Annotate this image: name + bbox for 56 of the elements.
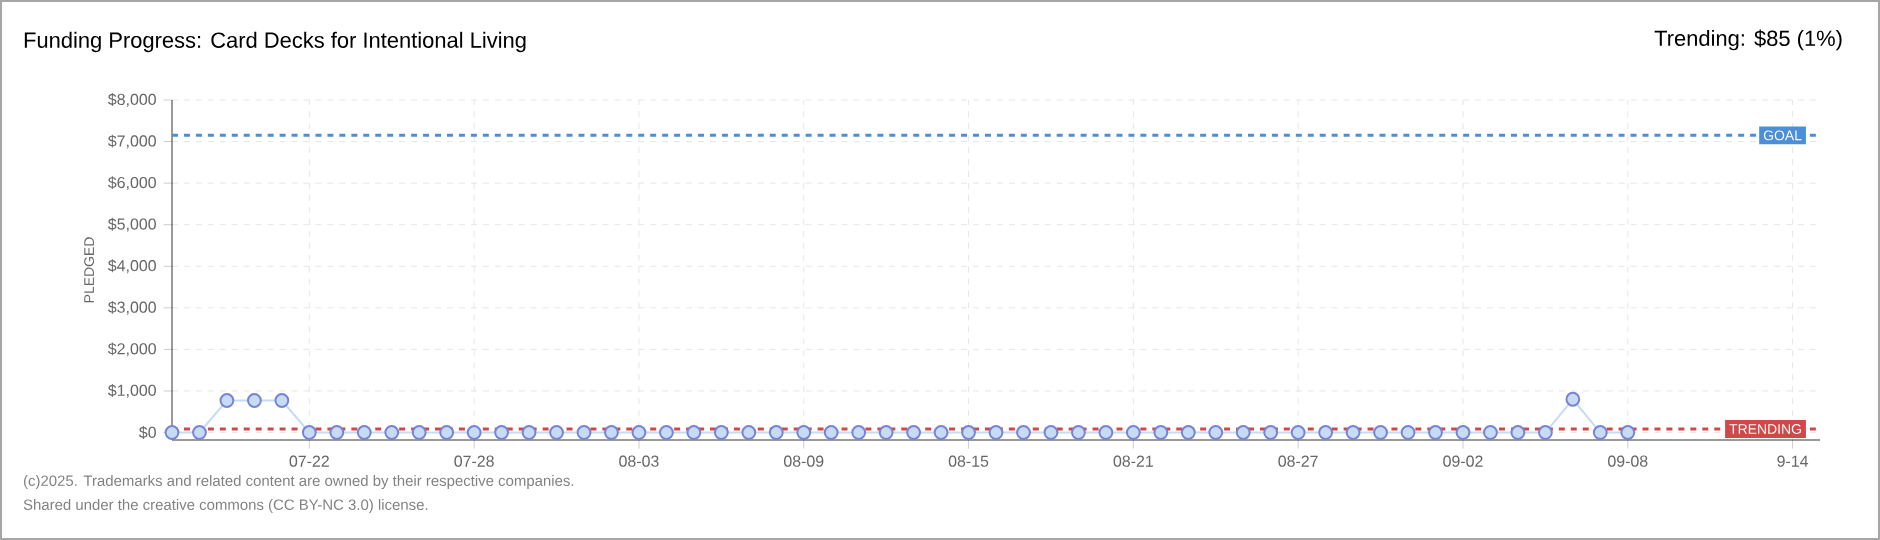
point [1510,425,1526,440]
point [1592,425,1608,440]
point [878,425,894,440]
point [1208,425,1224,440]
point [1263,425,1279,440]
point [1098,425,1114,440]
point [768,425,784,440]
point [494,425,510,440]
point [713,425,729,440]
point [1345,425,1361,440]
point [1125,425,1141,440]
point [301,425,317,440]
chart-title: Funding Progress: Card Decks for Intentional Living [24,31,526,53]
point [439,425,455,440]
point [521,425,537,440]
point [741,425,757,440]
point [1428,425,1443,440]
point [933,425,949,440]
point [1400,425,1416,440]
point [604,425,619,440]
point [274,393,290,408]
point [1016,425,1031,440]
point [549,425,564,440]
point [1153,425,1169,440]
point [1620,425,1636,440]
point [961,425,976,440]
point [823,425,839,440]
point [1043,425,1059,440]
point [192,425,207,440]
point [1373,425,1388,440]
point [411,425,427,440]
point [1071,425,1086,440]
point [466,425,482,440]
point [1290,425,1306,440]
point [1483,425,1498,440]
point [1455,425,1471,440]
point [247,393,262,408]
point [686,425,702,440]
point [1318,425,1334,440]
point [329,425,345,440]
point [356,425,372,440]
chart-subtitle: Trending: $85 (1%) [1654,29,1842,51]
point [1537,425,1553,440]
point [659,425,674,440]
point [1565,391,1581,407]
point [631,425,647,440]
point [906,425,921,440]
point [851,425,867,440]
point [164,425,180,440]
point [576,425,592,440]
point [1235,425,1251,440]
point [988,425,1004,440]
point [219,393,235,408]
point [384,425,400,440]
point [796,425,812,440]
point [1180,425,1196,440]
